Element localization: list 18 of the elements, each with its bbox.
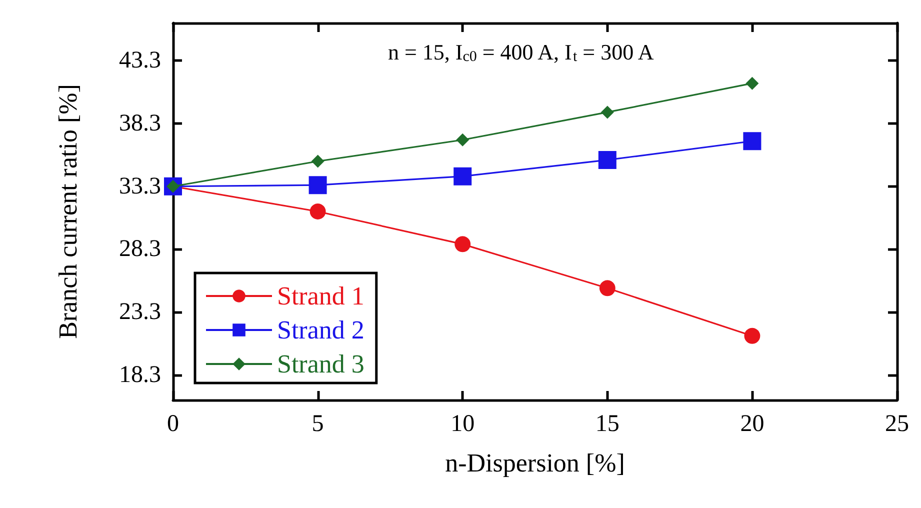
legend-label: Strand 2 <box>277 316 364 344</box>
y-tick-label: 23.3 <box>119 299 161 326</box>
y-tick-label: 28.3 <box>119 236 161 262</box>
y-tick-label: 38.3 <box>119 110 161 137</box>
x-tick-label: 15 <box>595 411 620 437</box>
x-tick-label: 5 <box>312 411 324 437</box>
legend-label: Strand 1 <box>277 282 364 310</box>
x-tick-label: 20 <box>740 411 764 437</box>
annotation: n = 15, Ic0 = 400 A, It = 300 A <box>388 40 654 65</box>
y-axis-title: Branch current ratio [%] <box>54 84 82 339</box>
x-tick-label: 25 <box>885 411 909 437</box>
x-tick-label: 0 <box>167 411 179 437</box>
y-tick-label: 43.3 <box>119 48 161 74</box>
x-axis-title: n-Dispersion [%] <box>445 448 625 478</box>
legend-label: Strand 3 <box>277 350 364 378</box>
y-tick-label: 18.3 <box>119 362 161 388</box>
y-tick-label: 33.3 <box>119 173 161 200</box>
x-tick-label: 10 <box>450 411 475 437</box>
